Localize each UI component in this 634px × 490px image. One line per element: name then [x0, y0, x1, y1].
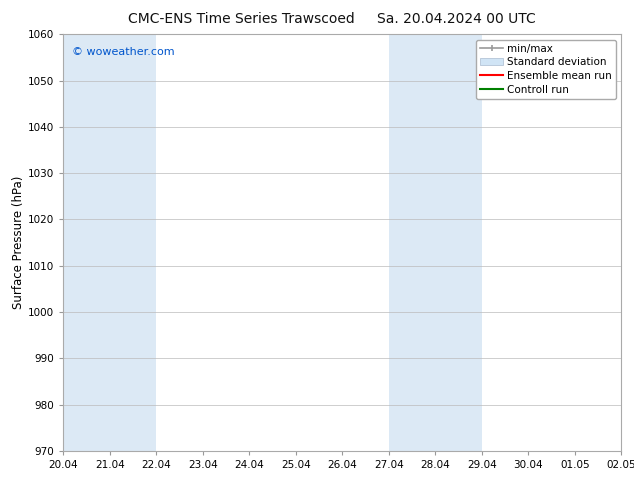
Y-axis label: Surface Pressure (hPa): Surface Pressure (hPa): [12, 176, 25, 309]
Text: Sa. 20.04.2024 00 UTC: Sa. 20.04.2024 00 UTC: [377, 12, 536, 26]
Bar: [389, 34, 482, 451]
Bar: [63, 34, 157, 451]
Text: © woweather.com: © woweather.com: [72, 47, 174, 57]
Text: CMC-ENS Time Series Trawscoed: CMC-ENS Time Series Trawscoed: [127, 12, 354, 26]
Legend: min/max, Standard deviation, Ensemble mean run, Controll run: min/max, Standard deviation, Ensemble me…: [476, 40, 616, 99]
